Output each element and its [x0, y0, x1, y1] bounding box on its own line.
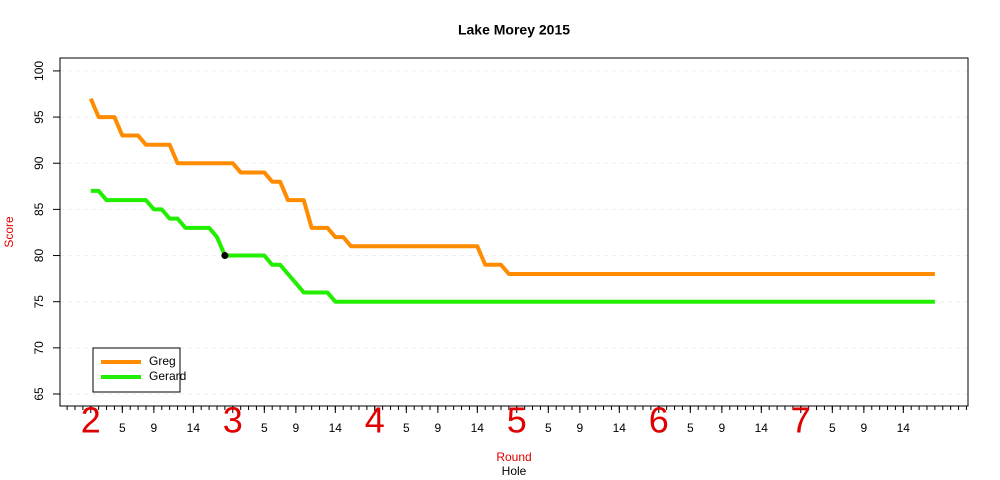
round-tick-label: 6: [649, 400, 669, 441]
y-tick-label: 90: [32, 156, 46, 170]
y-axis-label: Score: [2, 216, 16, 248]
legend-label: Greg: [149, 354, 176, 368]
chart-title: Lake Morey 2015: [458, 22, 570, 38]
x-tick-label: 9: [151, 421, 158, 435]
x-tick-label: 5: [545, 421, 552, 435]
x-tick-label: 5: [403, 421, 410, 435]
x-tick-label: 9: [435, 421, 442, 435]
x-tick-label: 5: [119, 421, 126, 435]
marker-point: [221, 252, 229, 260]
y-tick-label: 65: [32, 387, 46, 401]
x-axis-label: Hole: [502, 464, 527, 478]
round-tick-label: 2: [81, 400, 101, 441]
x-tick-label: 14: [613, 421, 627, 435]
x-tick-label: 14: [187, 421, 201, 435]
round-tick-label: 3: [223, 400, 243, 441]
y-tick-label: 85: [32, 202, 46, 216]
legend-box: [92, 347, 181, 393]
series-line: [88, 97, 935, 276]
x-tick-label: 14: [329, 421, 343, 435]
y-tick-label: 100: [32, 61, 46, 81]
x-tick-label: 14: [755, 421, 769, 435]
x-tick-label: 14: [471, 421, 485, 435]
round-axis-label: Round: [496, 450, 531, 464]
y-tick-label: 95: [32, 110, 46, 124]
x-tick-label: 5: [261, 421, 268, 435]
round-tick-label: 4: [365, 400, 385, 441]
round-tick-label: 7: [791, 400, 811, 441]
legend-label: Gerard: [149, 369, 186, 383]
y-tick-label: 70: [32, 341, 46, 355]
x-tick-label: 5: [687, 421, 694, 435]
plot-frame: [59, 57, 969, 407]
x-tick-label: 9: [861, 421, 868, 435]
x-tick-label: 5: [829, 421, 836, 435]
y-tick-label: 75: [32, 295, 46, 309]
y-tick-label: 80: [32, 249, 46, 263]
round-tick-label: 5: [507, 400, 527, 441]
series-line: [90, 188, 935, 304]
x-tick-label: 14: [897, 421, 911, 435]
x-tick-label: 9: [293, 421, 300, 435]
x-tick-label: 9: [577, 421, 584, 435]
x-tick-label: 9: [719, 421, 726, 435]
